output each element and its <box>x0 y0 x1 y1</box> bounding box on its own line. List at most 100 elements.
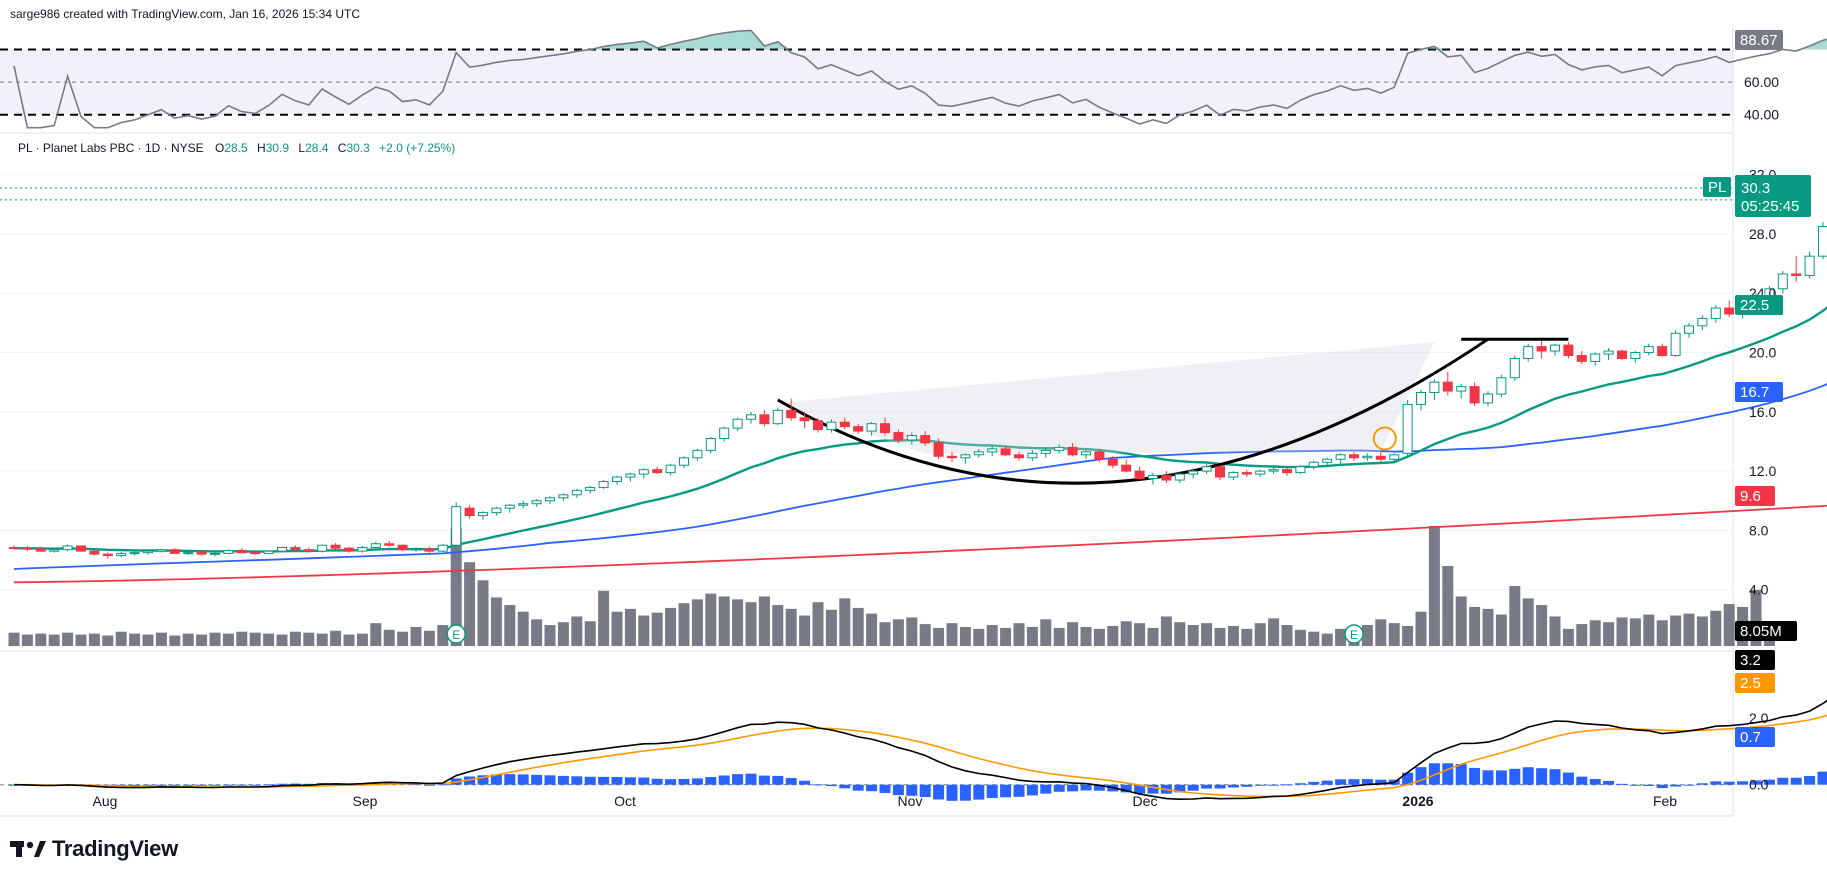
macd-histogram-bar <box>1710 781 1722 785</box>
candle <box>1228 471 1239 481</box>
volume-bar <box>222 633 234 646</box>
candle <box>987 445 998 457</box>
chart-credit: sarge986 created with TradingView.com, J… <box>10 7 360 21</box>
candle-body <box>504 504 515 509</box>
candle-body <box>1255 470 1266 475</box>
legend-change: +2.0 (+7.25%) <box>379 141 455 155</box>
macd-histogram-bar <box>155 784 167 786</box>
macd-histogram-bar <box>1549 769 1561 785</box>
candlesticks[interactable] <box>9 191 1827 559</box>
candle-body <box>1550 344 1560 352</box>
candle <box>1657 343 1668 357</box>
candle-body <box>9 546 19 549</box>
candle-body <box>1054 446 1065 451</box>
candle <box>263 550 274 555</box>
candle <box>1603 348 1614 360</box>
sma50-badge: 16.7 <box>1740 384 1769 401</box>
macd-histogram-bar <box>691 778 703 785</box>
sma200-line <box>13 504 1827 584</box>
candle <box>62 544 73 552</box>
macd-histogram-bar <box>1536 768 1548 785</box>
tradingview-logo[interactable]: TradingView <box>10 836 178 862</box>
candle-body <box>1121 464 1132 472</box>
macd-histogram-bar <box>1174 784 1186 793</box>
ema20-badge-bg <box>1735 295 1783 315</box>
volume-bar <box>88 633 100 646</box>
earnings-marker: E <box>446 624 466 644</box>
volume-bar <box>919 624 931 646</box>
time-axis[interactable]: Aug Sep Oct Nov Dec 2026 Feb <box>93 793 1678 809</box>
volume-bar <box>611 611 623 646</box>
macd-histogram-bar <box>1495 770 1507 785</box>
volume-bar <box>1040 619 1052 646</box>
tradingview-logo-text: TradingView <box>52 836 178 861</box>
volume-bar <box>772 605 784 646</box>
candle-body <box>1496 377 1507 395</box>
earnings-marker: E <box>1344 624 1364 644</box>
volume-bar <box>852 607 864 646</box>
candle-body <box>290 546 301 551</box>
volume-bar <box>1308 631 1320 646</box>
candle <box>102 552 113 559</box>
volume-bar <box>1026 626 1038 646</box>
macd-histogram-bar <box>1335 779 1347 785</box>
macd-histogram-bar <box>1804 775 1816 785</box>
earnings-marker-circle <box>1344 624 1364 644</box>
sma50-badge-bg <box>1735 382 1783 402</box>
volume-bar <box>531 619 543 646</box>
volume-bar <box>1723 604 1735 646</box>
volume-bar <box>1482 608 1494 646</box>
candle-body <box>1215 466 1225 478</box>
rsi-overbought-fill <box>777 41 792 50</box>
price-axis[interactable]: 40.0060.000.02.04.08.012.016.020.024.028… <box>1744 74 1779 793</box>
price-tick-label: 8.0 <box>1749 522 1769 538</box>
macd-histogram-bar <box>504 774 516 785</box>
candle-body <box>451 506 462 546</box>
volume-bar <box>1187 625 1199 646</box>
volume-bar <box>866 613 878 646</box>
volume-bar <box>598 590 610 646</box>
macd-histogram-bar <box>1428 763 1440 785</box>
macd-histogram-bar <box>1576 776 1588 785</box>
volume-bar <box>8 632 20 646</box>
candle <box>679 456 689 469</box>
volume-bar <box>276 634 288 646</box>
candle <box>1282 466 1292 476</box>
candle <box>813 417 823 433</box>
candle <box>116 551 127 558</box>
volume-bar <box>1696 616 1708 646</box>
candle-body <box>772 409 783 425</box>
candle <box>1617 349 1627 360</box>
candle-body <box>1523 346 1534 359</box>
macd-histogram-bar <box>638 777 650 785</box>
macd-histogram-bar <box>129 784 141 786</box>
candle <box>49 547 60 553</box>
candle <box>1804 251 1815 279</box>
candle <box>397 544 408 552</box>
time-tick-label: Oct <box>614 793 636 809</box>
earnings-marker-circle <box>446 624 466 644</box>
candle <box>1375 451 1386 463</box>
chart-legend[interactable]: PL · Planet Labs PBC · 1D · NYSE O28.5 H… <box>18 141 455 155</box>
candle-body <box>1161 475 1172 481</box>
candle-body <box>638 469 649 475</box>
volume-bar <box>758 596 770 646</box>
candle <box>1241 469 1252 478</box>
candle <box>1416 389 1426 411</box>
macd-histogram-bar <box>919 784 931 798</box>
candle <box>437 543 448 552</box>
volume-bar <box>1562 628 1574 646</box>
candle-body <box>571 489 582 496</box>
rsi-overbought-fill <box>1823 39 1827 50</box>
candle <box>424 546 435 553</box>
volume-bar <box>571 616 583 646</box>
candle-body <box>424 548 435 552</box>
volume-badge-bg <box>1735 621 1797 641</box>
volume-bar <box>182 633 194 646</box>
candle <box>357 545 368 553</box>
volume-bar <box>892 619 904 646</box>
macd-histogram-bar <box>303 783 315 785</box>
candle-body <box>1282 469 1292 474</box>
candle <box>799 411 810 429</box>
